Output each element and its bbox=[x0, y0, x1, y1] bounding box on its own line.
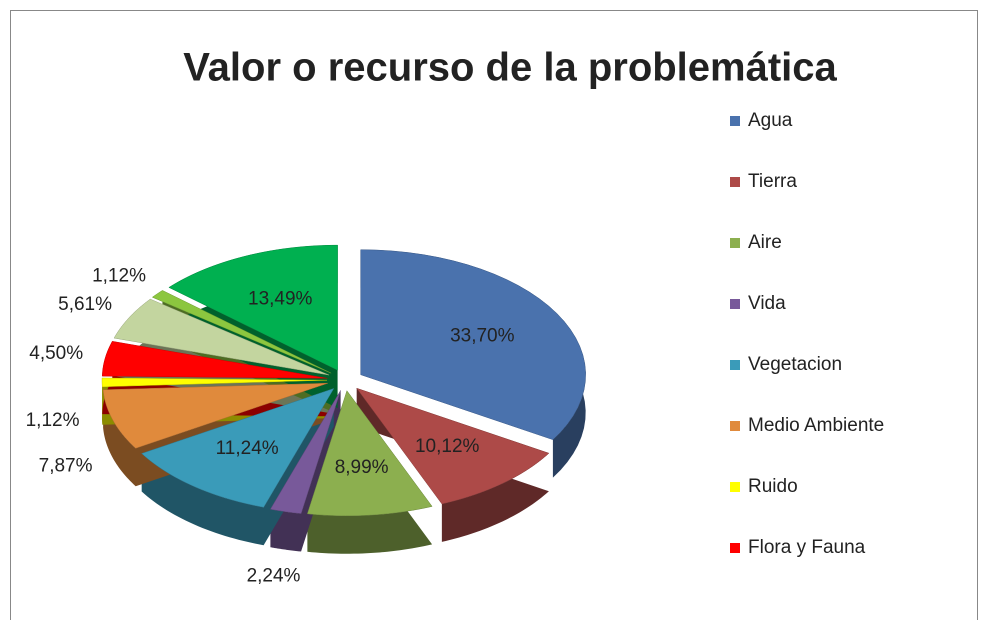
legend-label: Ruido bbox=[748, 476, 798, 497]
slice bbox=[307, 390, 433, 516]
legend-label: Agua bbox=[748, 110, 793, 131]
legend-swatch bbox=[730, 116, 740, 126]
legend-label: Vegetacion bbox=[748, 354, 842, 375]
legend-swatch bbox=[730, 421, 740, 431]
slice bbox=[102, 341, 328, 379]
data-label: 33,70% bbox=[450, 326, 515, 347]
data-label: 2,24% bbox=[247, 565, 301, 586]
slice bbox=[356, 387, 550, 505]
legend-swatch bbox=[730, 543, 740, 553]
legend-swatch bbox=[730, 177, 740, 187]
pie-tops bbox=[101, 244, 586, 516]
legend-swatch bbox=[730, 238, 740, 248]
slice bbox=[270, 390, 341, 514]
data-label: 1,12% bbox=[26, 410, 80, 431]
legend-label: Medio Ambiente bbox=[748, 415, 884, 436]
slice bbox=[101, 377, 328, 388]
legend-swatch bbox=[730, 482, 740, 492]
data-label: 4,50% bbox=[29, 343, 83, 364]
legend-label: Vida bbox=[748, 293, 786, 314]
legend-label: Aire bbox=[748, 232, 782, 253]
data-label: 10,12% bbox=[415, 436, 480, 457]
legend-swatch bbox=[730, 360, 740, 370]
legend-swatch bbox=[730, 299, 740, 309]
slice bbox=[113, 298, 330, 376]
legend-label: Flora y Fauna bbox=[748, 537, 866, 558]
chart-title: Valor o recurso de la problemática bbox=[183, 46, 837, 90]
data-label: 1,12% bbox=[92, 265, 146, 286]
slice bbox=[141, 388, 335, 508]
data-label: 13,49% bbox=[248, 289, 313, 310]
data-label: 5,61% bbox=[58, 294, 112, 315]
data-label: 11,24% bbox=[216, 438, 279, 459]
data-label: 7,87% bbox=[39, 455, 93, 476]
slice bbox=[102, 382, 328, 449]
legend-label: Tierra bbox=[748, 171, 797, 192]
data-label: 8,99% bbox=[335, 457, 389, 478]
slice bbox=[168, 244, 338, 371]
slice-side bbox=[307, 390, 433, 554]
slice bbox=[360, 249, 586, 440]
slice bbox=[151, 290, 332, 374]
